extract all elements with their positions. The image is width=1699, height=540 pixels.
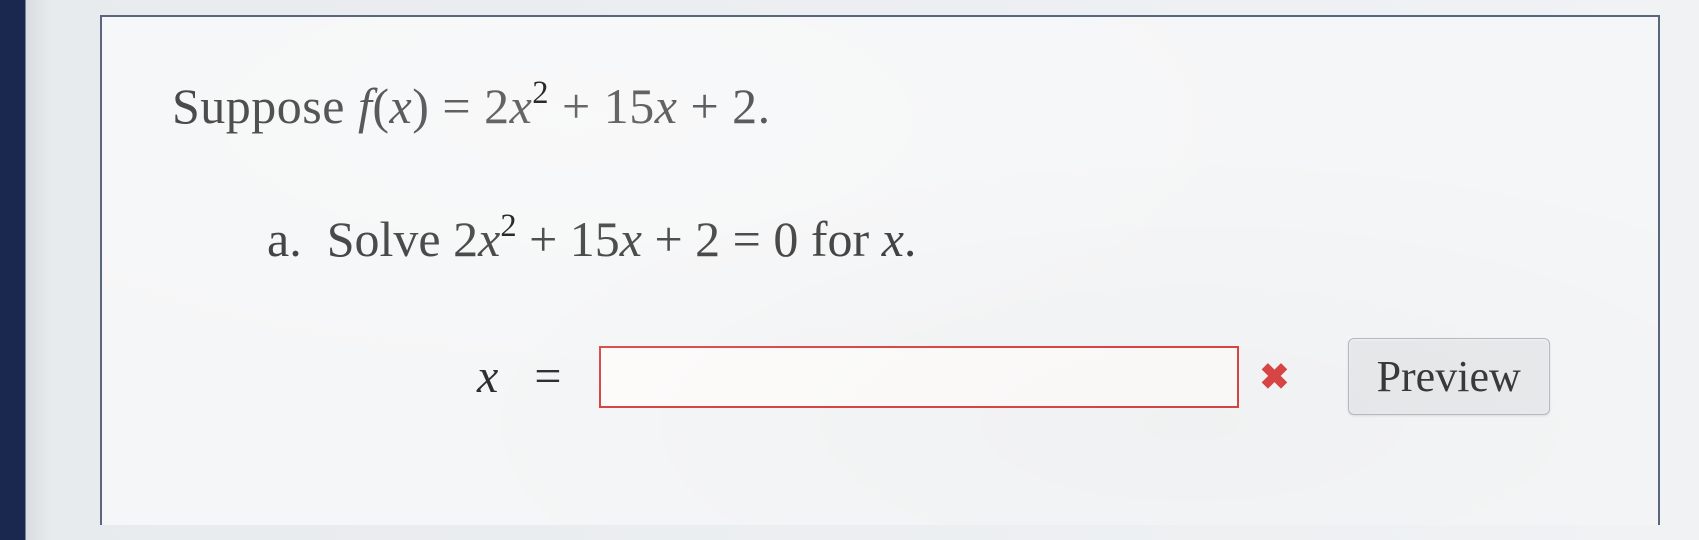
part-a-label: a. bbox=[267, 210, 302, 268]
pa-coef-a: 2 bbox=[453, 211, 478, 267]
answer-row: x = ✖ Preview bbox=[477, 338, 1588, 415]
pa-plus2: + bbox=[642, 211, 695, 267]
pa-rhs: 0 bbox=[773, 211, 798, 267]
exponent: 2 bbox=[532, 75, 549, 111]
coef-b: 15 bbox=[604, 78, 655, 134]
pa-const: 2 bbox=[695, 211, 720, 267]
plus2: + bbox=[677, 78, 732, 134]
var-x1: x bbox=[510, 78, 533, 134]
const-c: 2 bbox=[732, 78, 758, 134]
pa-var2: x bbox=[620, 211, 642, 267]
answer-input[interactable] bbox=[599, 346, 1239, 408]
pa-plus1: + bbox=[517, 211, 570, 267]
part-a-row: a. Solve 2x2 + 15x + 2 = 0 for x. bbox=[267, 210, 1588, 268]
pa-period: . bbox=[904, 211, 917, 267]
var-x2: x bbox=[655, 78, 678, 134]
pa-for: for bbox=[798, 211, 881, 267]
function-name: f bbox=[358, 78, 372, 134]
close-paren: ) = bbox=[412, 78, 484, 134]
solve-verb: Solve bbox=[327, 211, 453, 267]
incorrect-icon: ✖ bbox=[1259, 356, 1289, 398]
plus1: + bbox=[549, 78, 604, 134]
function-arg: x bbox=[390, 78, 413, 134]
pa-forvar: x bbox=[882, 211, 904, 267]
pa-var1: x bbox=[478, 211, 500, 267]
pa-eq: = bbox=[720, 211, 773, 267]
intro-text: Suppose bbox=[172, 78, 358, 134]
pa-exp: 2 bbox=[500, 208, 516, 244]
preview-button[interactable]: Preview bbox=[1348, 338, 1550, 415]
answer-equals: = bbox=[534, 349, 561, 404]
coef-a: 2 bbox=[484, 78, 510, 134]
answer-var-label: x bbox=[477, 349, 498, 404]
pa-coef-b: 15 bbox=[570, 211, 620, 267]
problem-frame: Suppose f(x) = 2x2 + 15x + 2. a. Solve 2… bbox=[100, 15, 1660, 525]
problem-statement: Suppose f(x) = 2x2 + 15x + 2. bbox=[172, 77, 1588, 135]
part-a-text: Solve 2x2 + 15x + 2 = 0 for x. bbox=[327, 210, 917, 268]
open-paren: ( bbox=[372, 78, 389, 134]
period: . bbox=[758, 78, 771, 134]
